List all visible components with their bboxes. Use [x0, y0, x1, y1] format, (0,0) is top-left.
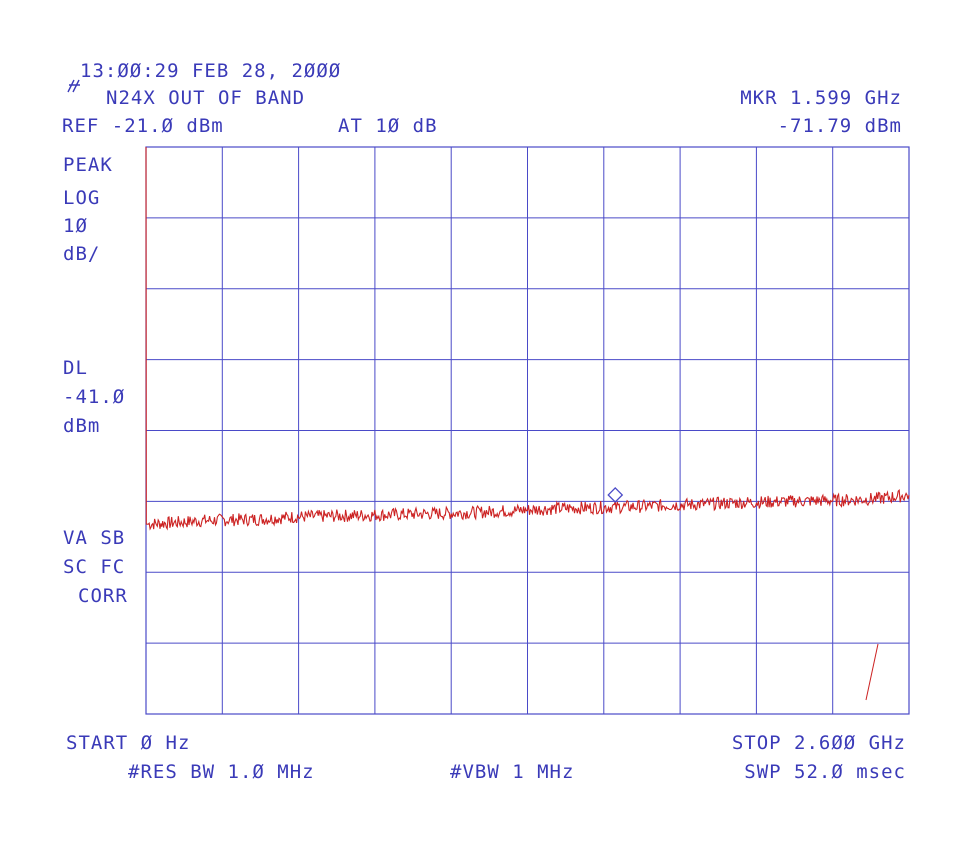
- graticule-grid: [146, 147, 909, 714]
- status-line-2: SC FC: [63, 556, 126, 578]
- timestamp: 13:ØØ:29 FEB 28, 2ØØØ: [80, 60, 342, 82]
- detector-mode: PEAK: [63, 154, 113, 176]
- marker-level: -71.79 dBm: [777, 115, 902, 137]
- start-frequency: START Ø Hz: [66, 732, 191, 754]
- display-line-value: -41.Ø: [63, 386, 126, 408]
- marker-diamond-icon: [607, 487, 624, 503]
- scale-type: LOG: [63, 187, 101, 209]
- marker-frequency: MKR 1.599 GHz: [740, 87, 902, 109]
- display-line-label: DL: [63, 357, 88, 379]
- status-line-1: VA SB: [63, 527, 126, 549]
- ref-level: REF -21.Ø dBm: [62, 115, 224, 137]
- video-bandwidth: #VBW 1 MHz: [450, 761, 575, 783]
- hp-logo-icon: [67, 79, 80, 93]
- screen-title: N24X OUT OF BAND: [106, 87, 306, 109]
- sweep-time: SWP 52.Ø msec: [744, 761, 906, 783]
- resolution-bandwidth: #RES BW 1.Ø MHz: [128, 761, 315, 783]
- spectrum-trace: [145, 146, 910, 531]
- scale-value: 1Ø: [63, 215, 88, 237]
- display-line-unit: dBm: [63, 415, 101, 437]
- red-scribble-mark: [865, 643, 879, 701]
- status-line-3: CORR: [78, 585, 128, 607]
- attenuation: AT 1Ø dB: [338, 115, 438, 137]
- scale-unit: dB/: [63, 243, 101, 265]
- stop-frequency: STOP 2.6ØØ GHz: [731, 732, 906, 754]
